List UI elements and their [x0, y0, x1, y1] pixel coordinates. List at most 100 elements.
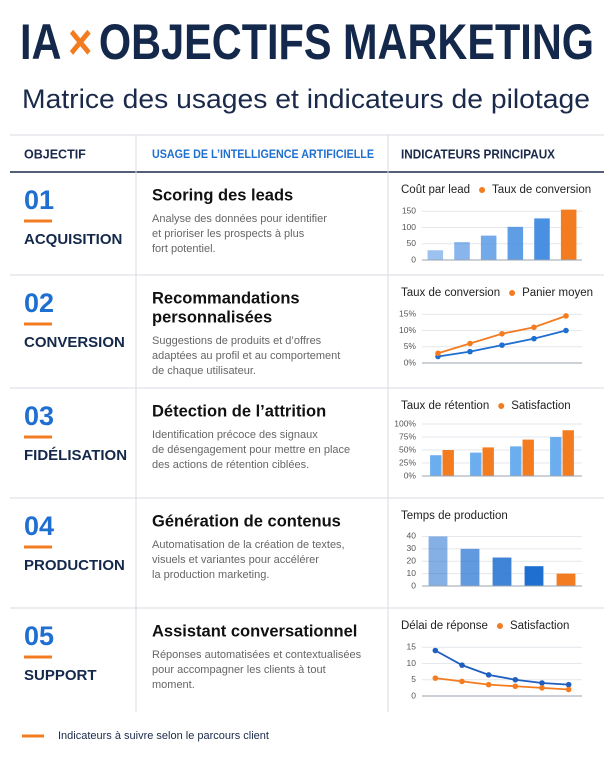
usage-text: Identification précoce des signaux — [152, 429, 318, 441]
row-number: 04 — [24, 511, 54, 541]
usage-title: personnalisées — [152, 308, 272, 326]
point — [485, 672, 492, 678]
y-tick-label: 0 — [411, 580, 416, 590]
col-header: USAGE DE L’INTELLIGENCE ARTIFICIELLE — [152, 147, 374, 161]
title-symbol: × — [68, 14, 92, 70]
y-tick-label: 50 — [407, 238, 417, 248]
usage-text: Automatisation de la création de textes, — [152, 539, 345, 551]
row-number: 03 — [24, 401, 54, 431]
legend-label: Taux de rétention — [401, 400, 489, 412]
legend-label: Taux de conversion — [401, 287, 500, 299]
legend-label: Satisfaction — [511, 400, 570, 412]
y-tick-label: 150 — [402, 206, 416, 216]
y-tick-label: 100% — [394, 418, 416, 428]
point — [435, 350, 441, 357]
usage-text: visuels et variantes pour accélérer — [152, 554, 319, 566]
objective: CONVERSION — [24, 334, 125, 351]
usage-title: Scoring des leads — [152, 186, 293, 204]
usage-title: Détection de l’attrition — [152, 402, 326, 420]
y-tick-label: 0 — [411, 254, 416, 264]
col-header: INDICATEURS PRINCIPAUX — [401, 147, 556, 161]
y-tick-label: 15% — [399, 309, 416, 319]
bar — [482, 447, 494, 476]
point — [565, 686, 572, 693]
usage-text: Suggestions de produits et d’offres — [152, 335, 322, 347]
objective: FIDÉLISATION — [24, 447, 127, 464]
usage-text: fort potentiel. — [152, 243, 216, 255]
usage-text: et prioriser les prospects à plus — [152, 228, 305, 240]
y-tick-label: 15 — [407, 642, 417, 652]
legend-label: Taux de conversion — [492, 184, 591, 196]
row-number: 01 — [24, 185, 54, 215]
usage-text: adaptées au profil et au comportement — [152, 350, 340, 362]
y-tick-label: 10 — [407, 568, 417, 578]
bar — [460, 548, 480, 586]
usage-text: des actions de rétention ciblées. — [152, 459, 309, 471]
legend-marker — [496, 623, 503, 629]
point — [539, 685, 545, 691]
bar — [470, 452, 482, 476]
y-tick-label: 0% — [404, 470, 417, 480]
y-tick-label: 0 — [411, 690, 416, 700]
title-left: IA — [20, 14, 61, 70]
bar — [427, 250, 444, 260]
bar — [524, 566, 544, 586]
y-tick-label: 30 — [407, 543, 417, 553]
title-right: OBJECTIFS MARKETING — [99, 14, 594, 70]
point — [565, 681, 572, 688]
legend-label: Délai de réponse — [401, 620, 488, 632]
point — [539, 680, 545, 686]
point — [467, 340, 473, 347]
legend-marker — [509, 290, 516, 296]
bar — [430, 455, 442, 476]
legend-label: Satisfaction — [510, 620, 569, 632]
point — [485, 681, 492, 688]
y-tick-label: 40 — [407, 531, 417, 541]
col-header: OBJECTIF — [24, 147, 86, 161]
bar — [534, 218, 550, 260]
point — [512, 676, 519, 683]
y-tick-label: 20 — [407, 555, 417, 565]
bar — [454, 242, 470, 260]
bar — [550, 437, 562, 476]
point — [512, 683, 519, 690]
usage-text: Réponses automatisées et contextualisées — [152, 649, 362, 661]
legend-marker — [479, 187, 486, 193]
usage-text: Analyse des données pour identifier — [152, 213, 327, 225]
usage-title: Recommandations — [152, 289, 300, 307]
bar — [480, 235, 497, 260]
y-tick-label: 25% — [399, 457, 416, 467]
y-tick-label: 75% — [399, 431, 416, 441]
point — [459, 678, 465, 685]
point — [563, 313, 569, 319]
subtitle: Matrice des usages et indicateurs de pil… — [22, 84, 590, 114]
y-tick-label: 5% — [404, 341, 417, 351]
point — [432, 675, 439, 681]
row-number: 02 — [24, 288, 54, 318]
objective: PRODUCTION — [24, 557, 125, 574]
point — [467, 348, 473, 355]
title: IA×OBJECTIFS MARKETING — [20, 14, 594, 70]
bar — [492, 557, 512, 586]
point — [531, 335, 537, 342]
objective: ACQUISITION — [24, 231, 122, 248]
y-tick-label: 100 — [402, 222, 416, 232]
footer-note: Indicateurs à suivre selon le parcours c… — [58, 730, 269, 742]
point — [459, 662, 465, 668]
row-number: 05 — [24, 621, 54, 651]
y-tick-label: 10% — [399, 325, 416, 335]
bar — [560, 209, 577, 260]
usage-title: Assistant conversationnel — [152, 622, 357, 640]
y-tick-label: 10 — [407, 658, 417, 668]
point — [563, 327, 569, 334]
line — [434, 649, 569, 686]
line — [435, 677, 569, 691]
y-tick-label: 5 — [411, 674, 416, 684]
usage-text: de chaque utilisateur. — [152, 365, 256, 377]
point — [499, 342, 505, 348]
legend-label: Temps de production — [401, 510, 508, 522]
y-tick-label: 50% — [399, 444, 416, 454]
bar — [507, 226, 524, 260]
legend-marker — [498, 403, 505, 409]
